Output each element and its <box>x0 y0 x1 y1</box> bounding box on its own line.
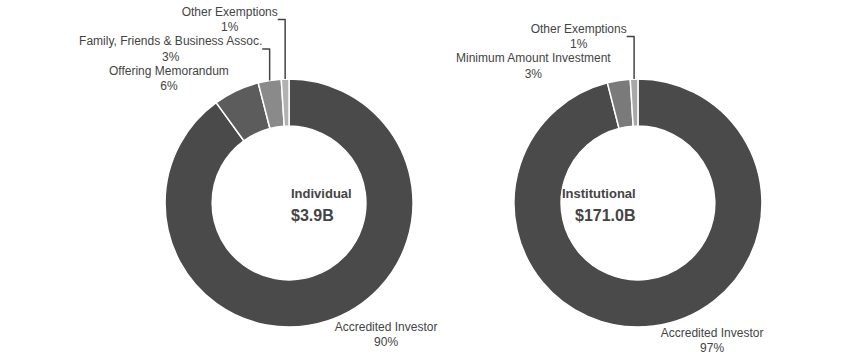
svg-text:Other Exemptions1%: Other Exemptions1% <box>182 5 278 35</box>
svg-text:Other Exemptions1%: Other Exemptions1% <box>531 22 627 52</box>
svg-text:Minimum Amount Investment3%: Minimum Amount Investment3% <box>456 51 611 81</box>
svg-text:Offering Memorandum6%: Offering Memorandum6% <box>109 64 229 94</box>
svg-text:Accredited Investor90%: Accredited Investor90% <box>335 320 438 350</box>
svg-text:$171.0B: $171.0B <box>575 207 636 224</box>
svg-text:Institutional: Institutional <box>562 186 636 201</box>
svg-text:Individual: Individual <box>291 186 352 201</box>
svg-text:Family, Friends & Business Ass: Family, Friends & Business Assoc.3% <box>79 34 262 64</box>
svg-text:$3.9B: $3.9B <box>291 207 334 224</box>
svg-text:Accredited Investor97%: Accredited Investor97% <box>661 326 764 356</box>
